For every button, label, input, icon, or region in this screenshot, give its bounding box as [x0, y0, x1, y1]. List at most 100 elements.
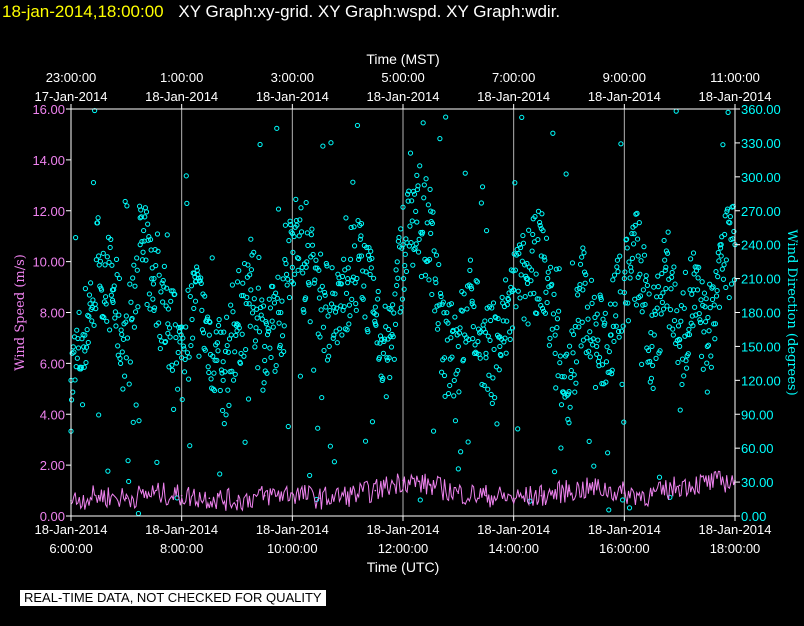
right-tick-label: 240.00 — [741, 238, 781, 253]
wdir-point — [206, 332, 212, 338]
bottom-tick-date: 18-Jan-2014 — [588, 522, 661, 537]
wdir-point — [477, 330, 483, 336]
vertical-grid — [70, 109, 736, 516]
wspd-point — [208, 497, 211, 499]
wdir-point — [346, 302, 352, 308]
wdir-point — [348, 224, 354, 231]
wdir-point — [635, 253, 641, 259]
wdir-point — [223, 412, 229, 418]
wdir-point — [488, 391, 494, 398]
wdir-point — [543, 289, 549, 295]
wdir-point — [158, 289, 164, 295]
wdir-point — [551, 469, 558, 475]
wdir-point — [675, 359, 681, 366]
wdir-point — [321, 347, 327, 354]
wdir-point — [504, 302, 510, 308]
wdir-point — [390, 334, 396, 340]
wdir-point — [457, 325, 463, 331]
wdir-point — [145, 237, 151, 243]
wdir-point — [285, 423, 291, 430]
wdir-point — [116, 312, 122, 318]
wdir-point — [373, 322, 379, 328]
wdir-point — [519, 258, 525, 264]
wdir-point — [681, 305, 687, 311]
wdir-point — [102, 262, 108, 268]
wdir-point — [122, 373, 128, 379]
wdir-point — [671, 317, 678, 324]
wdir-point — [264, 370, 270, 376]
wdir-point — [697, 319, 704, 326]
wdir-point — [336, 326, 343, 332]
wdir-point — [277, 345, 283, 351]
wdir-point — [354, 275, 360, 282]
wdir-point — [146, 291, 152, 297]
wdir-point — [117, 355, 123, 362]
wdir-point — [119, 349, 125, 355]
wdir-point — [353, 300, 359, 307]
wdir-point — [230, 377, 237, 383]
wdir-point — [388, 344, 395, 350]
wdir-point — [161, 284, 167, 290]
wdir-point — [474, 350, 480, 357]
wdir-point — [255, 365, 261, 371]
wdir-point — [445, 390, 452, 397]
wdir-point — [483, 350, 489, 356]
wdir-point — [220, 359, 226, 365]
wdir-point — [545, 275, 551, 282]
wdir-point — [376, 355, 382, 361]
wdir-point — [492, 395, 498, 401]
wdir-point — [353, 307, 359, 313]
wdir-point — [595, 358, 601, 365]
wdir-point — [675, 323, 682, 329]
wdir-point — [569, 260, 576, 266]
wdir-point — [468, 286, 475, 292]
wdir-point — [256, 329, 263, 335]
wdir-point — [319, 283, 325, 289]
wdir-point — [597, 292, 603, 298]
wdir-point — [664, 250, 671, 256]
wdir-point — [327, 308, 333, 314]
wdir-point — [245, 262, 251, 268]
wdir-point — [409, 198, 415, 204]
quality-disclaimer: REAL-TIME DATA, NOT CHECKED FOR QUALITY — [20, 590, 326, 606]
wdir-point — [658, 311, 664, 317]
wdir-point — [283, 271, 290, 277]
wdir-point — [75, 345, 82, 351]
wdir-point — [112, 309, 118, 315]
wdir-point — [140, 249, 146, 255]
wdir-point — [200, 330, 207, 336]
wdir-point — [257, 141, 263, 148]
wdir-point — [113, 256, 120, 262]
wdir-point — [143, 209, 150, 215]
wdir-point — [329, 265, 335, 271]
wdir-point — [519, 114, 525, 121]
wdir-point — [89, 318, 95, 324]
wdir-point — [307, 472, 313, 479]
wdir-point — [248, 267, 255, 273]
wdir-point — [416, 236, 422, 242]
wdir-point — [558, 445, 564, 451]
wdir-point — [354, 122, 361, 129]
wdir-point — [531, 290, 537, 296]
wdir-point — [134, 255, 140, 261]
wdir-point — [188, 342, 194, 349]
wspd-point — [651, 494, 653, 497]
wdir-point — [447, 382, 453, 389]
wdir-point — [713, 268, 719, 275]
wdir-point — [527, 291, 533, 297]
wdir-point — [707, 305, 713, 311]
wdir-point — [430, 209, 436, 215]
wdir-point — [367, 271, 373, 278]
wdir-point — [368, 265, 374, 271]
wdir-point — [119, 331, 125, 338]
wdir-point — [247, 323, 253, 329]
wdir-point — [225, 349, 231, 355]
wdir-point — [311, 367, 317, 373]
wdir-point — [369, 419, 376, 425]
wdir-point — [393, 267, 399, 273]
left-tick-label: 0.00 — [40, 509, 65, 524]
wdir-point — [364, 326, 370, 333]
wdir-point — [251, 249, 257, 255]
wdir-point — [338, 281, 344, 287]
wdir-point — [441, 310, 447, 316]
